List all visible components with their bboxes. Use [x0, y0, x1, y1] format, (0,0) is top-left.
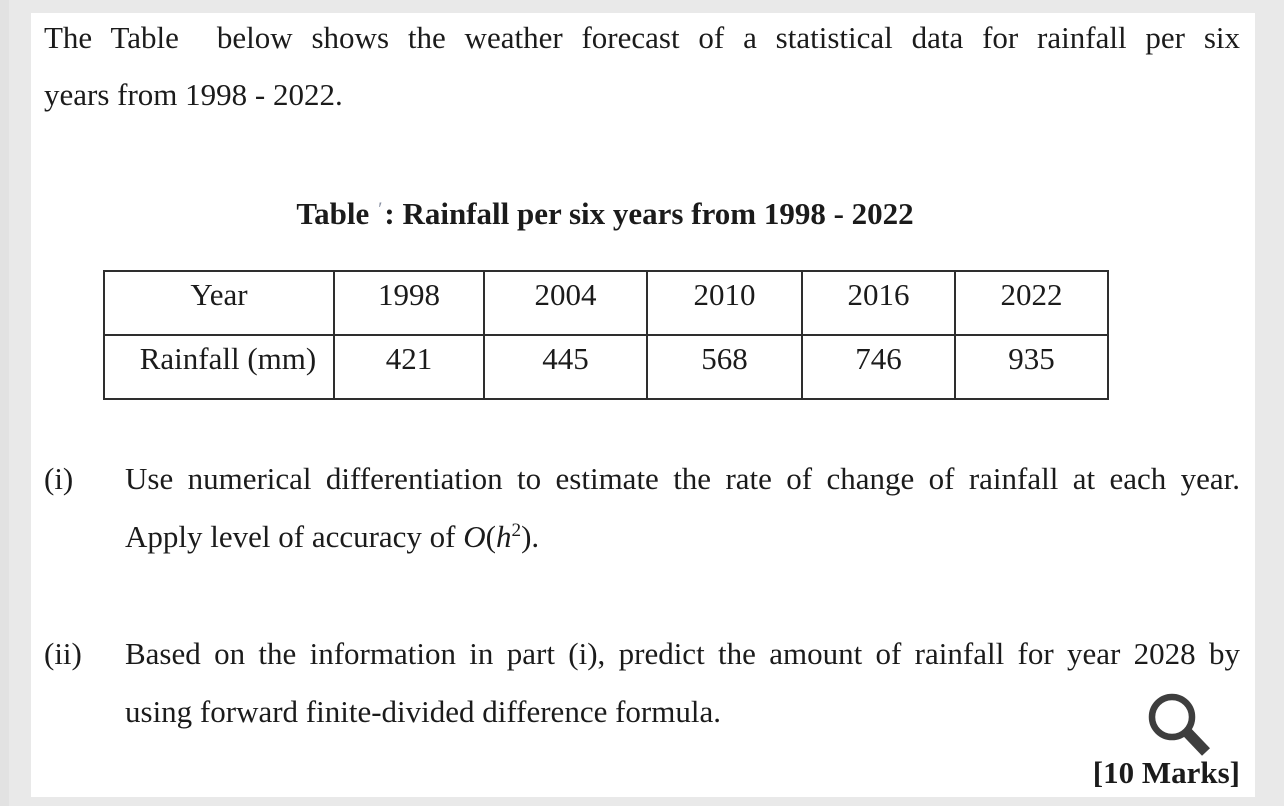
caption-stray-mark: ′ — [378, 199, 383, 220]
cell-year-2004: 2004 — [483, 270, 648, 336]
cell-year-2016: 2016 — [801, 270, 956, 336]
paren-open: ( — [485, 518, 496, 554]
question-i-line-1: Use numerical differentiation to estimat… — [125, 461, 1240, 496]
paren-close: ). — [521, 518, 540, 554]
table-row-rainfall: Rainfall (mm) 421 445 568 746 935 — [103, 334, 1109, 400]
cell-rainfall-1998: 421 — [333, 334, 485, 400]
rainfall-table: Year 1998 2004 2010 2016 2022 Rainfall (… — [103, 270, 1109, 400]
intro-line-2: years from 1998 - 2022. — [44, 77, 343, 112]
cell-rainfall-2010: 568 — [646, 334, 803, 400]
intro-paragraph: The Table below shows the weather forecas… — [44, 9, 1240, 123]
question-i: (i) Use numerical differentiation to est… — [44, 450, 1240, 570]
cell-rainfall-header: Rainfall (mm) — [103, 334, 335, 400]
cell-year-header: Year — [103, 270, 335, 336]
marks-label: [10 Marks] — [1092, 755, 1240, 790]
cell-rainfall-2022: 935 — [954, 334, 1109, 400]
window-edge-strip — [0, 0, 9, 806]
intro-line-1: The Table below shows the weather forecas… — [44, 9, 1240, 66]
question-ii: (ii) Based on the information in part (i… — [44, 625, 1240, 740]
cell-year-2022: 2022 — [954, 270, 1109, 336]
question-i-label: (i) — [44, 461, 74, 496]
table-caption: Table ′: Rainfall per six years from 1998… — [103, 185, 1107, 247]
cell-year-1998: 1998 — [333, 270, 485, 336]
big-o-symbol: O — [463, 518, 486, 554]
accuracy-text: Apply level of accuracy of — [125, 518, 464, 554]
caption-text: : Rainfall per six years from 1998 - 202… — [384, 196, 914, 231]
question-ii-line-1: Based on the information in part (i), pr… — [125, 636, 1240, 671]
question-i-line-2: Apply level of accuracy of O(h2). — [125, 508, 1240, 571]
intro-text-start: The Table — [44, 20, 179, 55]
exponent: 2 — [511, 519, 522, 541]
cell-year-2010: 2010 — [646, 270, 803, 336]
question-ii-label: (ii) — [44, 636, 82, 671]
cell-rainfall-2004: 445 — [483, 334, 648, 400]
cell-rainfall-2016: 746 — [801, 334, 956, 400]
magnifier-zoom-icon[interactable] — [1131, 677, 1223, 769]
table-row-year: Year 1998 2004 2010 2016 2022 — [103, 270, 1109, 336]
document-page: The Table below shows the weather forecas… — [31, 13, 1255, 797]
caption-prefix: Table — [296, 196, 370, 231]
h-symbol: h — [495, 518, 512, 554]
question-ii-line-2: using forward finite-divided difference … — [125, 693, 721, 729]
intro-text-rest: below shows the weather forecast of a st… — [216, 20, 1240, 55]
